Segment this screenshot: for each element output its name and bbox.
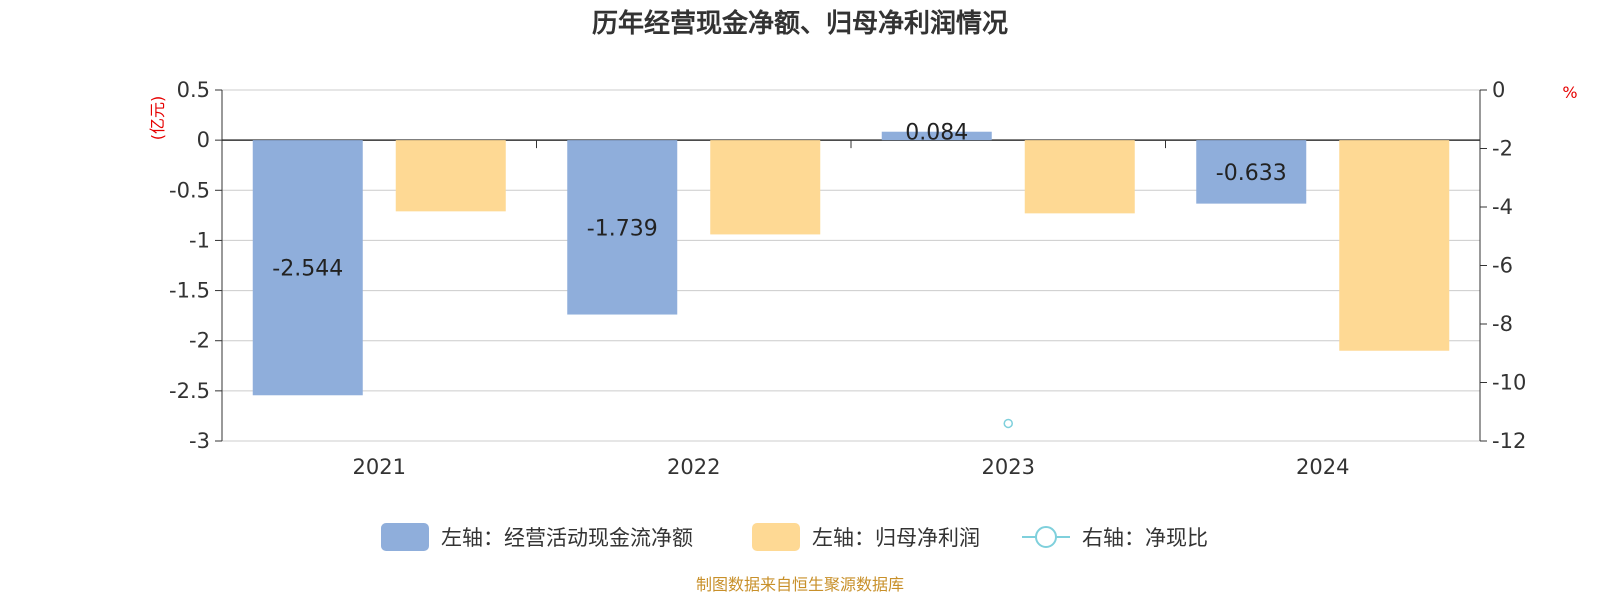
left-axis-tick-label: -2 — [189, 329, 210, 353]
right-axis-tick-label: -6 — [1492, 254, 1513, 278]
legend-label: 右轴：净现比 — [1082, 526, 1208, 550]
right-axis-unit: % — [1562, 83, 1577, 102]
right-axis-tick-label: -4 — [1492, 195, 1513, 219]
right-axis-tick-label: -12 — [1492, 429, 1526, 453]
left-axis-tick-label: -1.5 — [169, 279, 210, 303]
data-label: 0.084 — [905, 121, 968, 146]
axes: 0.5 0 -0.5 -1 -1.5 -2 -2.5 -3 0 -2 -4 -6 -8 -10 -12 202… — [169, 78, 1526, 479]
right-axis-tick-label: -8 — [1492, 312, 1513, 336]
bar — [567, 140, 678, 315]
bar — [252, 140, 363, 396]
bar — [395, 140, 506, 212]
bar — [1339, 140, 1450, 351]
data-labels: -2.544 -1.739 0.084 -0.633 — [272, 121, 1286, 282]
legend-label: 左轴：归母净利润 — [812, 526, 980, 550]
legend-swatch — [752, 523, 800, 551]
left-axis-tick-label: 0.5 — [177, 78, 210, 102]
right-axis-tick-label: 0 — [1492, 78, 1505, 102]
bar — [881, 131, 992, 141]
category-label: 2023 — [982, 455, 1035, 479]
bar — [1196, 140, 1307, 204]
line-point — [1003, 418, 1013, 429]
left-axis-tick-label: -0.5 — [169, 178, 210, 202]
legend-label: 左轴：经营活动现金流净额 — [441, 526, 693, 550]
legend-swatch — [381, 523, 429, 551]
chart-title: 历年经营现金净额、归母净利润情况 — [592, 8, 1008, 39]
right-axis-tick-label: -2 — [1492, 137, 1513, 161]
left-axis-tick-label: 0 — [197, 128, 210, 152]
data-label: -1.739 — [587, 216, 658, 241]
category-label: 2022 — [667, 455, 720, 479]
bar — [710, 140, 821, 235]
legend: 左轴：经营活动现金流净额 左轴：归母净利润 右轴：净现比 — [381, 523, 1208, 551]
bars — [252, 131, 1450, 396]
left-axis-tick-label: -1 — [189, 228, 210, 252]
left-axis-tick-label: -2.5 — [169, 379, 210, 403]
data-label: -2.544 — [272, 257, 343, 282]
right-axis-tick-label: -10 — [1492, 371, 1526, 395]
data-source: 制图数据来自恒生聚源数据库 — [696, 575, 904, 594]
legend-point-marker — [1035, 526, 1057, 548]
data-label: -0.633 — [1216, 161, 1287, 186]
bar — [1024, 140, 1135, 214]
line-points — [1003, 418, 1013, 429]
category-label: 2024 — [1296, 455, 1349, 479]
left-axis-unit: (亿元) — [148, 96, 167, 141]
left-axis-tick-label: -3 — [189, 429, 210, 453]
category-label: 2021 — [353, 455, 406, 479]
